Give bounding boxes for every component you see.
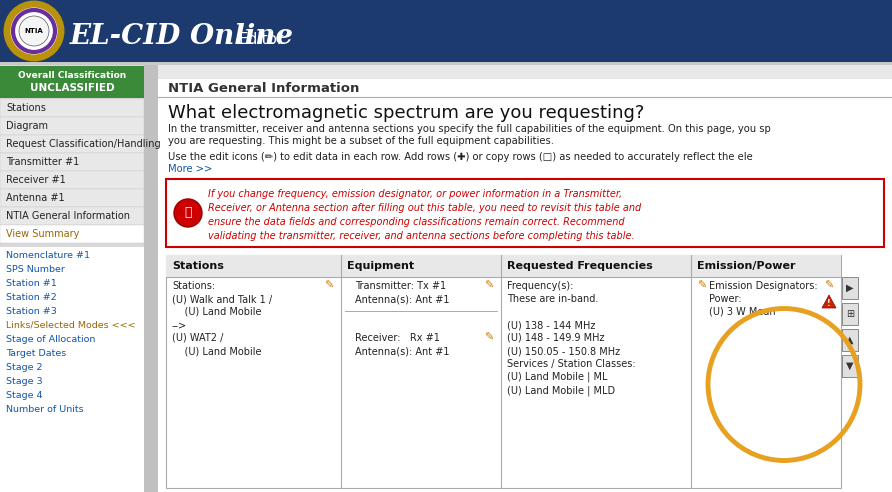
- Text: Stations: Stations: [172, 261, 224, 271]
- Text: Editor: Editor: [238, 32, 284, 48]
- Text: Receiver:   Rx #1: Receiver: Rx #1: [355, 333, 440, 343]
- Text: Equipment: Equipment: [347, 261, 414, 271]
- Text: Station #2: Station #2: [6, 293, 57, 302]
- Text: Target Dates: Target Dates: [6, 348, 66, 358]
- Text: (U) Land Mobile | ML: (U) Land Mobile | ML: [507, 372, 607, 382]
- Text: Station #1: Station #1: [6, 278, 57, 287]
- Text: Stage of Allocation: Stage of Allocation: [6, 335, 95, 343]
- Text: Power:: Power:: [709, 294, 741, 304]
- FancyBboxPatch shape: [0, 66, 144, 98]
- Text: Overall Classification: Overall Classification: [18, 70, 126, 80]
- Text: Emission Designators:: Emission Designators:: [709, 281, 818, 291]
- Text: -->: -->: [172, 320, 187, 330]
- FancyBboxPatch shape: [158, 79, 892, 492]
- Text: Transmitter #1: Transmitter #1: [6, 157, 79, 167]
- Text: Request Classification/Handling: Request Classification/Handling: [6, 139, 161, 149]
- Text: ensure the data fields and corresponding classifications remain correct. Recomme: ensure the data fields and corresponding…: [208, 217, 624, 227]
- FancyBboxPatch shape: [0, 171, 144, 189]
- Text: More >>: More >>: [168, 164, 212, 174]
- FancyBboxPatch shape: [166, 255, 841, 488]
- Circle shape: [6, 3, 62, 59]
- Text: (U) 148 - 149.9 MHz: (U) 148 - 149.9 MHz: [507, 333, 605, 343]
- Text: If you change frequency, emission designator, or power information in a Transmit: If you change frequency, emission design…: [208, 189, 622, 199]
- Text: (U) Land Mobile | MLD: (U) Land Mobile | MLD: [507, 385, 615, 396]
- Text: Requested Frequencies: Requested Frequencies: [507, 261, 653, 271]
- Text: ⊞: ⊞: [846, 309, 854, 319]
- FancyBboxPatch shape: [0, 247, 144, 492]
- Text: ✎: ✎: [697, 281, 706, 291]
- Text: (U) 3 W Mean: (U) 3 W Mean: [709, 307, 776, 317]
- Text: ✎: ✎: [325, 281, 334, 291]
- Text: ✎: ✎: [824, 281, 834, 291]
- Text: Nomenclature #1: Nomenclature #1: [6, 250, 90, 259]
- FancyBboxPatch shape: [0, 153, 144, 171]
- Text: These are in-band.: These are in-band.: [507, 294, 599, 304]
- FancyBboxPatch shape: [0, 135, 144, 153]
- Text: NTIA General Information: NTIA General Information: [6, 211, 130, 221]
- Text: (U) 150.05 - 150.8 MHz: (U) 150.05 - 150.8 MHz: [507, 346, 620, 356]
- FancyBboxPatch shape: [166, 255, 841, 277]
- Text: Diagram: Diagram: [6, 121, 48, 131]
- Text: UNCLASSIFIED: UNCLASSIFIED: [29, 83, 114, 93]
- Text: ▶: ▶: [847, 283, 854, 293]
- Text: Antenna #1: Antenna #1: [6, 193, 64, 203]
- FancyBboxPatch shape: [842, 303, 858, 325]
- Text: you are requesting. This might be a subset of the full equipment capabilities.: you are requesting. This might be a subs…: [168, 136, 554, 146]
- Text: In the transmitter, receiver and antenna sections you specify the full capabilit: In the transmitter, receiver and antenna…: [168, 124, 771, 134]
- Text: Use the edit icons (✏) to edit data in each row. Add rows (✚) or copy rows (□) a: Use the edit icons (✏) to edit data in e…: [168, 152, 753, 162]
- FancyBboxPatch shape: [842, 329, 858, 351]
- Circle shape: [174, 199, 202, 227]
- FancyBboxPatch shape: [0, 225, 144, 243]
- Text: Stage 2: Stage 2: [6, 363, 43, 371]
- Text: (U) Walk and Talk 1 /: (U) Walk and Talk 1 /: [172, 294, 272, 304]
- Text: ✋: ✋: [185, 207, 192, 219]
- Text: Transmitter: Tx #1: Transmitter: Tx #1: [355, 281, 446, 291]
- Text: (U) Land Mobile: (U) Land Mobile: [172, 346, 261, 356]
- Text: Receiver, or Antenna section after filling out this table, you need to revisit t: Receiver, or Antenna section after filli…: [208, 203, 641, 213]
- Text: (U) 138 - 144 MHz: (U) 138 - 144 MHz: [507, 320, 595, 330]
- Text: Emission/Power: Emission/Power: [697, 261, 796, 271]
- Text: (U) WAT2 /: (U) WAT2 /: [172, 333, 223, 343]
- Text: ✎: ✎: [484, 333, 493, 343]
- FancyBboxPatch shape: [0, 65, 158, 492]
- Circle shape: [19, 16, 49, 46]
- Text: Number of Units: Number of Units: [6, 404, 84, 413]
- FancyBboxPatch shape: [166, 179, 884, 247]
- Text: Services / Station Classes:: Services / Station Classes:: [507, 359, 636, 369]
- Text: validating the transmitter, receiver, and antenna sections before completing thi: validating the transmitter, receiver, an…: [208, 231, 634, 241]
- Text: View Summary: View Summary: [6, 229, 79, 239]
- Text: EL-CID Online: EL-CID Online: [70, 23, 294, 50]
- Text: !: !: [827, 299, 830, 308]
- Text: ✎: ✎: [484, 281, 493, 291]
- Text: NTIA: NTIA: [25, 28, 44, 34]
- Text: (U) Land Mobile: (U) Land Mobile: [172, 307, 261, 317]
- FancyBboxPatch shape: [842, 355, 858, 377]
- Text: Stations: Stations: [6, 103, 45, 113]
- Text: Receiver #1: Receiver #1: [6, 175, 66, 185]
- Text: Stations:: Stations:: [172, 281, 215, 291]
- FancyBboxPatch shape: [0, 189, 144, 207]
- Text: Stage 3: Stage 3: [6, 376, 43, 386]
- FancyBboxPatch shape: [0, 117, 144, 135]
- Text: Stage 4: Stage 4: [6, 391, 43, 400]
- FancyBboxPatch shape: [0, 62, 892, 65]
- Text: SPS Number: SPS Number: [6, 265, 65, 274]
- FancyBboxPatch shape: [0, 99, 144, 117]
- FancyBboxPatch shape: [158, 65, 892, 79]
- Text: NTIA General Information: NTIA General Information: [168, 83, 359, 95]
- Text: Links/Selected Modes <<<: Links/Selected Modes <<<: [6, 320, 136, 330]
- FancyBboxPatch shape: [0, 207, 144, 225]
- FancyBboxPatch shape: [0, 0, 892, 62]
- Text: Antenna(s): Ant #1: Antenna(s): Ant #1: [355, 294, 450, 304]
- Text: What electromagnetic spectrum are you requesting?: What electromagnetic spectrum are you re…: [168, 104, 644, 122]
- Text: Antenna(s): Ant #1: Antenna(s): Ant #1: [355, 346, 450, 356]
- Polygon shape: [822, 295, 836, 308]
- Text: ▼: ▼: [847, 361, 854, 371]
- Text: Frequency(s):: Frequency(s):: [507, 281, 574, 291]
- Text: Station #3: Station #3: [6, 307, 57, 315]
- FancyBboxPatch shape: [144, 65, 158, 492]
- Text: ▲: ▲: [847, 335, 854, 345]
- FancyBboxPatch shape: [842, 277, 858, 299]
